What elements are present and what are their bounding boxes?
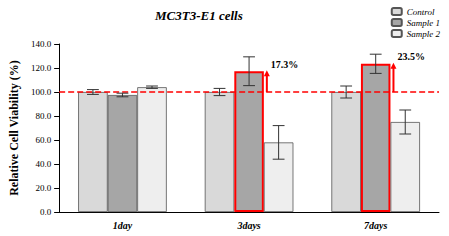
svg-text:Relative Cell Viability (%): Relative Cell Viability (%) xyxy=(7,60,21,196)
svg-text:7days: 7days xyxy=(364,220,387,231)
svg-text:17.3%: 17.3% xyxy=(271,59,299,70)
svg-text:Sample 2: Sample 2 xyxy=(407,29,441,39)
svg-text:MC3T3-E1 cells: MC3T3-E1 cells xyxy=(154,8,243,23)
svg-text:23.5%: 23.5% xyxy=(397,51,425,62)
svg-text:120.0: 120.0 xyxy=(31,63,52,73)
svg-text:40.0: 40.0 xyxy=(35,159,51,169)
svg-text:140.0: 140.0 xyxy=(31,39,52,49)
svg-text:80.0: 80.0 xyxy=(35,111,51,121)
svg-text:60.0: 60.0 xyxy=(35,135,51,145)
svg-text:100.0: 100.0 xyxy=(31,87,52,97)
svg-text:Control: Control xyxy=(407,7,435,17)
svg-text:3days: 3days xyxy=(236,220,260,231)
svg-text:0.0: 0.0 xyxy=(40,207,52,217)
svg-text:Sample 1: Sample 1 xyxy=(407,18,440,28)
svg-text:1day: 1day xyxy=(113,220,133,231)
svg-text:20.0: 20.0 xyxy=(35,183,51,193)
